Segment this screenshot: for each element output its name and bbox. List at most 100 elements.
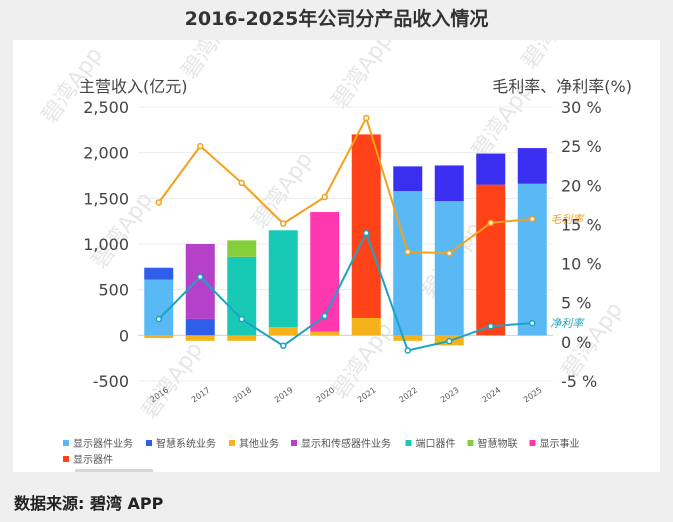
legend-swatch <box>146 440 152 446</box>
bar-segment <box>393 335 423 341</box>
right-tick-label: 5 % <box>561 294 591 313</box>
bar-segment <box>227 256 257 336</box>
line-point <box>280 342 287 350</box>
right-tick-label: 20 % <box>561 176 602 195</box>
legend-label-obscured <box>75 469 153 480</box>
x-tick-label: 2025 <box>522 385 544 404</box>
legend-label: 智慧系统业务 <box>156 437 216 450</box>
bar-segment <box>185 318 215 336</box>
legend-label: 显示事业 <box>540 437 580 450</box>
legend-swatch <box>229 440 235 446</box>
line-point <box>529 215 536 223</box>
bar-segment <box>393 166 423 192</box>
x-tick-label: 2020 <box>314 385 336 404</box>
bar-segment <box>351 317 381 336</box>
line-point <box>529 319 536 327</box>
right-tick-label: 25 % <box>561 137 602 156</box>
x-tick-label: 2021 <box>356 385 378 404</box>
bar-segment <box>310 331 340 336</box>
bars-layer <box>144 134 547 346</box>
bar-segment <box>268 327 298 336</box>
line-series <box>157 115 533 255</box>
bar-segment <box>227 335 257 341</box>
line-point <box>321 312 328 320</box>
data-source: 数据来源: 碧湾 APP <box>14 494 164 513</box>
left-tick-label: 0 <box>119 326 129 345</box>
bar-segment <box>268 230 298 328</box>
line-point <box>363 114 370 122</box>
line-point <box>238 315 245 323</box>
right-axis-title: 毛利率、净利率(%) <box>492 77 632 96</box>
line-point <box>197 142 204 150</box>
legend-label: 显示和传感器件业务 <box>301 437 391 450</box>
line-series <box>158 230 533 352</box>
bar-segment <box>393 191 423 336</box>
legend-swatch <box>291 440 297 446</box>
left-axis-title: 主营收入(亿元) <box>79 77 188 96</box>
bar-segment <box>476 184 506 336</box>
x-tick-label: 2018 <box>231 385 253 404</box>
legend-label: 智慧物联 <box>478 437 518 450</box>
x-tick-label: 2022 <box>397 385 419 404</box>
line-point <box>155 315 162 323</box>
line-point <box>363 229 370 237</box>
x-tick-label: 2023 <box>439 385 461 404</box>
legend-label: 显示器件业务 <box>73 437 133 450</box>
legend-layer: 显示器件业务 智慧系统业务 其他业务 显示和传感器件业务 端口器件 智慧物联 显示事业显示器… <box>63 437 580 480</box>
line-point <box>404 347 411 354</box>
legend-label: 端口器件 <box>416 437 456 450</box>
line-point <box>446 250 453 257</box>
line-point <box>155 199 162 206</box>
line-point <box>280 220 287 227</box>
legend-swatch <box>63 440 69 446</box>
watermark-text: 碧湾App <box>327 40 397 113</box>
right-tick-label: 10 % <box>561 255 602 274</box>
bar-segment <box>185 335 215 341</box>
bar-segment <box>476 153 506 185</box>
bar-segment <box>144 267 174 280</box>
watermark-text: 碧湾App <box>177 40 247 83</box>
chart-card: 碧湾App 碧湾App 碧湾App 碧湾App 碧湾App 碧湾App 碧湾App 碧湾App… <box>13 0 660 480</box>
left-tick-label: 1,000 <box>83 235 129 254</box>
bar-segment <box>434 165 464 202</box>
bar-segment <box>351 134 381 318</box>
legend-label: 显示器件 <box>73 454 113 466</box>
right-tick-label: 15 % <box>561 215 602 234</box>
bar-segment <box>144 335 174 339</box>
left-tick-label: 1,500 <box>83 189 129 208</box>
bar-segment <box>144 279 174 336</box>
left-tick-label: -500 <box>93 372 129 391</box>
line-point <box>238 179 245 187</box>
line-point <box>487 219 494 227</box>
line-point <box>404 248 411 256</box>
x-tick-label: 2019 <box>273 385 295 404</box>
bar-segment <box>434 201 464 336</box>
legend-swatch <box>63 456 69 462</box>
x-tick-label: 2024 <box>480 385 502 404</box>
legend-swatch <box>529 440 536 446</box>
legend-swatch <box>405 440 412 446</box>
bar-segment <box>227 240 257 257</box>
line-end-label: 净利率 <box>550 317 585 330</box>
line-end-label: 毛利率 <box>550 213 585 226</box>
right-tick-label: -5 % <box>561 372 597 391</box>
right-tick-label: 30 % <box>561 98 602 117</box>
bar-segment <box>310 212 340 332</box>
legend-swatch <box>467 440 474 446</box>
line-point <box>321 193 328 201</box>
right-tick-label: 0 % <box>561 333 591 352</box>
left-tick-label: 2,500 <box>83 98 129 117</box>
chart-title: 2016-2025年公司分产品收入情况 <box>184 8 489 30</box>
x-tick-label: 2017 <box>190 385 212 404</box>
bar-segment <box>517 183 547 336</box>
watermark-text: 碧湾App <box>517 40 587 73</box>
line-point <box>197 273 204 281</box>
bar-segment <box>185 244 215 319</box>
left-tick-label: 2,000 <box>83 144 129 163</box>
line-point <box>487 322 494 330</box>
line-point <box>446 337 453 345</box>
legend-label: 其他业务 <box>239 437 279 450</box>
bar-segment <box>517 148 547 184</box>
